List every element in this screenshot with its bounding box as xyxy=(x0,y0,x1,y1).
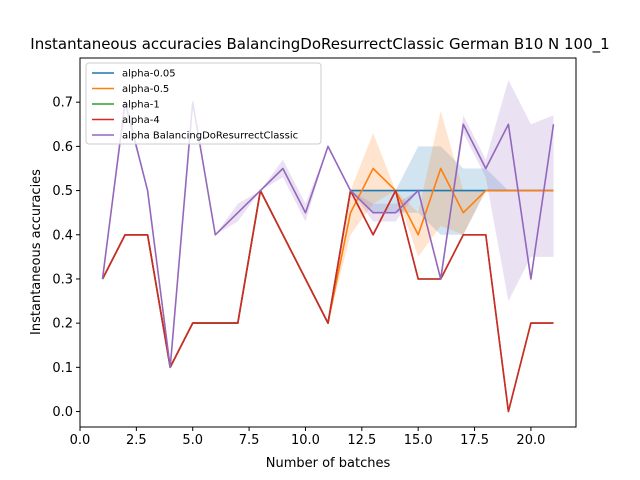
y-tick-label: 0.4 xyxy=(52,228,73,243)
legend-label: alpha-1 xyxy=(122,100,160,111)
x-axis-ticks: 0.0 2.5 5.0 7.5 10.0 12.5 15.0 17.5 20.0 xyxy=(70,427,545,448)
legend: alpha-0.05 alpha-0.5 alpha-1 alpha-4 alpha B… xyxy=(85,62,322,145)
x-tick-label: 20.0 xyxy=(516,433,545,448)
x-tick-label: 2.5 xyxy=(126,433,147,448)
x-tick-label: 5.0 xyxy=(182,433,203,448)
legend-label: alpha-0.5 xyxy=(122,84,169,95)
x-tick-label: 0.0 xyxy=(70,433,91,448)
plot-frame xyxy=(79,57,577,428)
legend-label: alpha BalancingDoResurrectClassic xyxy=(122,131,298,142)
legend-items: alpha-0.05 alpha-0.5 alpha-1 alpha-4 alpha B… xyxy=(92,69,298,142)
chart-title: Instantaneous accuracies BalancingDoResu… xyxy=(30,35,609,54)
y-tick-label: 0.1 xyxy=(52,361,73,376)
band-0 xyxy=(102,146,554,368)
series-line-0 xyxy=(101,189,554,369)
x-tick-label: 17.5 xyxy=(460,433,489,448)
series-lines xyxy=(101,101,555,413)
y-axis-ticks: 0.0 0.1 0.2 0.3 0.4 0.5 0.6 0.7 xyxy=(52,96,80,420)
y-tick-label: 0.0 xyxy=(52,405,73,420)
x-tick-label: 15.0 xyxy=(404,433,433,448)
y-tick-label: 0.2 xyxy=(52,317,73,332)
legend-label: alpha-0.05 xyxy=(122,69,176,80)
series-line-2 xyxy=(101,189,554,413)
legend-label: alpha-4 xyxy=(122,115,160,126)
y-tick-label: 0.5 xyxy=(52,184,73,199)
y-tick-label: 0.3 xyxy=(52,272,73,287)
y-axis-label: Instantaneous accuracies xyxy=(29,169,44,335)
legend-box xyxy=(85,62,322,145)
y-tick-label: 0.7 xyxy=(52,96,73,111)
band-4 xyxy=(102,80,554,368)
band-1 xyxy=(102,111,554,368)
series-line-1 xyxy=(101,167,554,369)
x-tick-label: 7.5 xyxy=(239,433,260,448)
y-tick-label: 0.6 xyxy=(52,140,73,155)
series-line-4 xyxy=(101,101,555,369)
confidence-bands xyxy=(102,80,554,368)
x-tick-label: 10.0 xyxy=(291,433,320,448)
x-tick-label: 12.5 xyxy=(347,433,376,448)
series-line-3 xyxy=(101,189,554,413)
x-axis-label: Number of batches xyxy=(266,456,391,471)
